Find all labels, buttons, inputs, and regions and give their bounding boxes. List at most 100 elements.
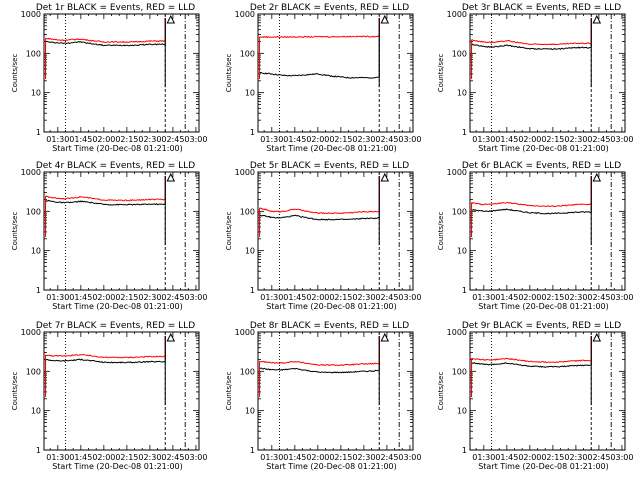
triangle-marker (380, 332, 390, 342)
lld-series-line (45, 195, 166, 202)
plot-frame (257, 13, 414, 133)
x-tick-label: 02:15 (541, 453, 564, 462)
plot-frame (257, 331, 414, 451)
events-series-line (45, 40, 166, 47)
x-tick-label: 02:15 (329, 293, 352, 302)
y-tick-label: 1 (250, 446, 255, 455)
x-tick-label: 02:30 (138, 293, 161, 302)
lld-series-line (259, 35, 380, 39)
y-axis-label: Counts/sec (225, 54, 233, 93)
y-tick-label: 1 (462, 128, 467, 137)
x-axis-label: Start Time (20-Dec-08 01:21:00) (266, 144, 397, 153)
events-series-line (259, 367, 380, 374)
y-tick-label: 100 (452, 367, 467, 376)
chart-panel-1: Det 1r BLACK = Events, RED = LLD 1 10 100 10… (11, 3, 207, 153)
chart-title: Det 8r BLACK = Events, RED = LLD (250, 321, 409, 331)
y-tick-label: 100 (26, 49, 41, 58)
x-axis-label: Start Time (20-Dec-08 01:21:00) (266, 302, 397, 311)
y-axis-label: Counts/sec (437, 212, 445, 251)
x-tick-label: 02:45 (161, 453, 184, 462)
y-tick-label: 10 (31, 89, 41, 98)
x-tick-label: 02:00 (92, 453, 115, 462)
chart-title: Det 9r BLACK = Events, RED = LLD (462, 321, 621, 331)
events-series-line (471, 362, 592, 368)
y-axis-label: Counts/sec (437, 372, 445, 411)
triangle-marker (166, 332, 176, 342)
y-tick-label: 10 (245, 89, 255, 98)
x-tick-label: 01:30 (472, 135, 495, 144)
y-tick-label: 1 (250, 128, 255, 137)
y-tick-label: 100 (240, 49, 255, 58)
x-tick-label: 01:45 (283, 135, 306, 144)
x-tick-label: 02:30 (352, 135, 375, 144)
x-tick-label: 01:45 (283, 453, 306, 462)
y-tick-label: 100 (240, 207, 255, 216)
x-tick-label: 02:00 (518, 453, 541, 462)
chart-panel-7: Det 7r BLACK = Events, RED = LLD 1 10 100 10… (11, 321, 207, 471)
events-series-line (471, 43, 592, 50)
lld-series-line (45, 37, 166, 44)
plot-frame (43, 331, 200, 451)
x-tick-label: 02:00 (92, 135, 115, 144)
x-tick-label: 02:00 (306, 453, 329, 462)
x-tick-label: 02:30 (564, 293, 587, 302)
lld-series-line (471, 357, 592, 364)
y-tick-label: 1000 (21, 10, 41, 19)
y-axis-label: Counts/sec (225, 372, 233, 411)
x-tick-label: 03:00 (610, 293, 633, 302)
y-axis-label: Counts/sec (11, 212, 19, 251)
events-series-line (471, 208, 592, 215)
y-tick-label: 1 (36, 446, 41, 455)
y-tick-label: 10 (31, 247, 41, 256)
x-axis-label: Start Time (20-Dec-08 01:21:00) (266, 462, 397, 471)
x-axis-label: Start Time (20-Dec-08 01:21:00) (52, 462, 183, 471)
y-tick-label: 10 (457, 247, 467, 256)
triangle-marker (166, 172, 176, 182)
x-tick-label: 02:45 (375, 453, 398, 462)
x-tick-label: 01:45 (495, 135, 518, 144)
x-tick-label: 01:45 (495, 453, 518, 462)
y-tick-label: 1000 (235, 10, 255, 19)
y-tick-label: 1000 (447, 328, 467, 337)
x-tick-label: 02:00 (92, 293, 115, 302)
y-tick-label: 10 (31, 407, 41, 416)
x-tick-label: 02:15 (329, 135, 352, 144)
triangle-marker (380, 14, 390, 24)
x-axis-label: Start Time (20-Dec-08 01:21:00) (478, 462, 609, 471)
x-tick-label: 03:00 (184, 135, 207, 144)
chart-title: Det 7r BLACK = Events, RED = LLD (36, 321, 195, 331)
events-series-line (45, 358, 166, 364)
x-tick-label: 02:00 (306, 293, 329, 302)
x-tick-label: 02:00 (306, 135, 329, 144)
chart-panel-5: Det 5r BLACK = Events, RED = LLD 1 10 100 10… (225, 161, 421, 311)
x-tick-label: 02:30 (138, 453, 161, 462)
x-tick-label: 02:30 (352, 293, 375, 302)
x-tick-label: 02:15 (115, 135, 138, 144)
x-tick-label: 01:45 (69, 453, 92, 462)
x-tick-label: 03:00 (184, 293, 207, 302)
chart-panel-8: Det 8r BLACK = Events, RED = LLD 1 10 100 10… (225, 321, 421, 471)
chart-panel-4: Det 4r BLACK = Events, RED = LLD 1 10 100 10… (11, 161, 207, 311)
x-tick-label: 02:45 (161, 293, 184, 302)
chart-title: Det 1r BLACK = Events, RED = LLD (36, 3, 195, 13)
x-tick-label: 01:45 (495, 293, 518, 302)
x-axis-label: Start Time (20-Dec-08 01:21:00) (478, 302, 609, 311)
x-tick-label: 03:00 (610, 453, 633, 462)
x-tick-label: 01:30 (472, 293, 495, 302)
x-tick-label: 01:45 (69, 135, 92, 144)
y-tick-label: 10 (245, 247, 255, 256)
y-tick-label: 1000 (447, 168, 467, 177)
triangle-marker (592, 332, 602, 342)
chart-title: Det 6r BLACK = Events, RED = LLD (462, 161, 621, 171)
x-tick-label: 02:15 (541, 293, 564, 302)
chart-panel-3: Det 3r BLACK = Events, RED = LLD 1 10 100 10… (437, 3, 633, 153)
x-tick-label: 02:00 (518, 135, 541, 144)
plot-frame (469, 331, 626, 451)
x-tick-label: 03:00 (184, 453, 207, 462)
x-tick-label: 03:00 (398, 135, 421, 144)
x-tick-label: 02:30 (564, 453, 587, 462)
x-tick-label: 02:15 (541, 135, 564, 144)
chart-panel-9: Det 9r BLACK = Events, RED = LLD 1 10 100 10… (437, 321, 633, 471)
triangle-marker (592, 172, 602, 182)
